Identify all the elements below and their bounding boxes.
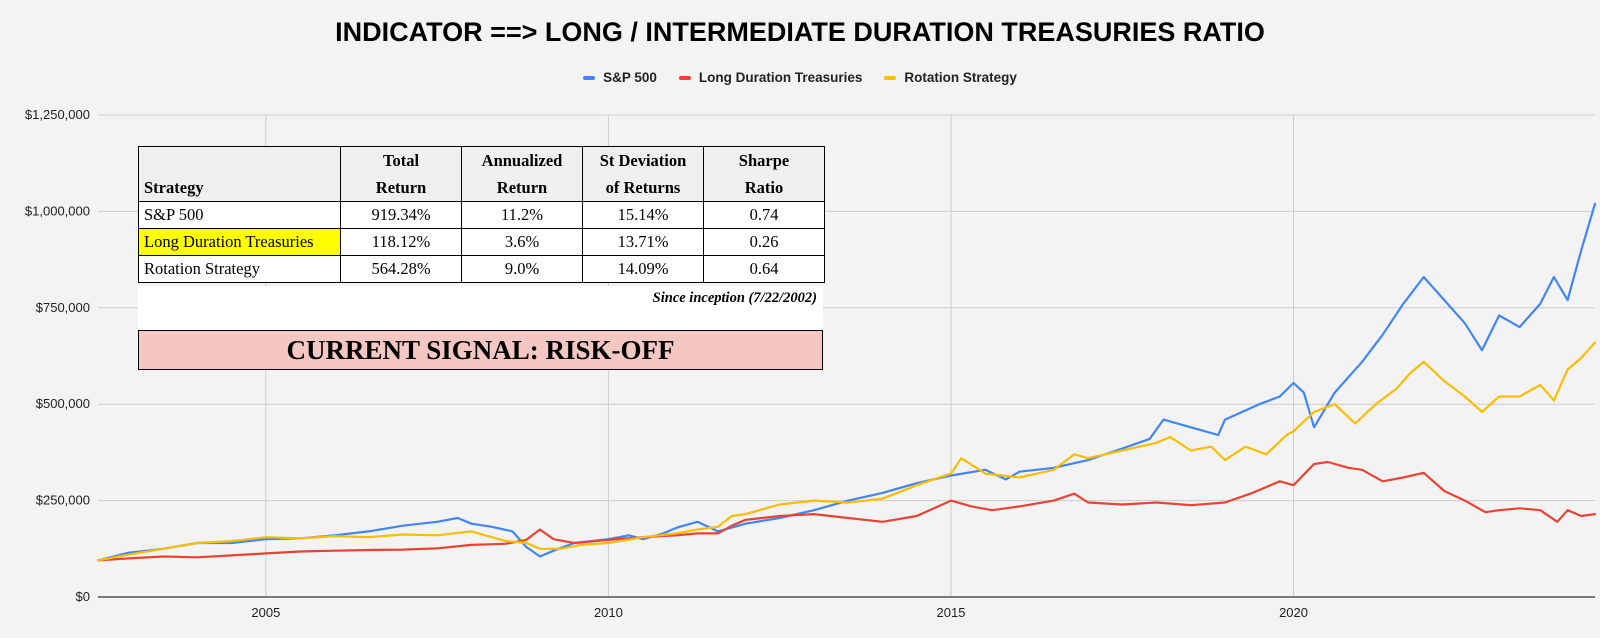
header-sharpe-line2: Ratio	[744, 178, 784, 197]
legend-item-sp500[interactable]: S&P 500	[583, 70, 657, 85]
header-total-line1: Total	[382, 151, 420, 170]
header-sharpe-ratio: Sharpe Ratio	[703, 146, 825, 202]
cell-strategy-name: Rotation Strategy	[138, 255, 341, 283]
series-lines	[96, 202, 1597, 562]
header-stdev-line1: St Deviation	[599, 151, 687, 170]
legend-label-rotation: Rotation Strategy	[904, 70, 1017, 85]
header-strategy-line2: Strategy	[144, 178, 204, 197]
x-tick-label: 2015	[937, 605, 966, 620]
x-tick-label: 2020	[1279, 605, 1308, 620]
cell-annualized-return: 3.6%	[461, 228, 583, 256]
y-tick-label: $0	[76, 589, 90, 604]
current-signal-banner: CURRENT SIGNAL: RISK-OFF	[138, 330, 823, 370]
cell-sharpe-ratio: 0.74	[703, 201, 825, 229]
header-stdev-line2: of Returns	[605, 178, 681, 197]
table-row: S&P 500 919.34% 11.2% 15.14% 0.74	[138, 201, 825, 229]
header-total-line2: Return	[375, 178, 427, 197]
series-line-long-duration	[96, 460, 1597, 562]
legend-label-long-duration: Long Duration Treasuries	[698, 70, 863, 85]
cell-total-return: 118.12%	[340, 228, 462, 256]
x-tick-label: 2005	[251, 605, 280, 620]
x-tick-label: 2010	[594, 605, 623, 620]
chart-title: INDICATOR ==> LONG / INTERMEDIATE DURATI…	[335, 17, 1265, 47]
cell-st-deviation: 14.09%	[582, 255, 704, 283]
header-annualized-return: Annualized Return	[461, 146, 583, 202]
legend-item-rotation[interactable]: Rotation Strategy	[884, 70, 1017, 85]
chart-legend: S&P 500 Long Duration Treasuries Rotatio…	[0, 70, 1600, 85]
header-strategy: Strategy	[138, 146, 341, 202]
series-line-rotation	[96, 341, 1597, 562]
header-sharpe-line1: Sharpe	[738, 151, 790, 170]
performance-table: Strategy Total Return Annualized Return St…	[138, 146, 825, 283]
table-row: Rotation Strategy 564.28% 9.0% 14.09% 0.…	[138, 255, 825, 283]
header-total-return: Total Return	[340, 146, 462, 202]
y-tick-label: $500,000	[36, 396, 90, 411]
legend-label-sp500: S&P 500	[603, 70, 657, 85]
table-row: Long Duration Treasuries 118.12% 3.6% 13…	[138, 228, 825, 256]
cell-total-return: 919.34%	[340, 201, 462, 229]
cell-annualized-return: 11.2%	[461, 201, 583, 229]
legend-swatch-long-duration	[678, 75, 691, 80]
axes: $0 $250,000 $500,000 $750,000 $1,000,000 $1,2…	[25, 107, 1595, 620]
header-annualized-line2: Return	[496, 178, 548, 197]
y-tick-label: $750,000	[36, 300, 90, 315]
header-st-deviation: St Deviation of Returns	[582, 146, 704, 202]
y-tick-label: $250,000	[36, 493, 90, 508]
cell-total-return: 564.28%	[340, 255, 462, 283]
cell-st-deviation: 13.71%	[582, 228, 704, 256]
legend-swatch-rotation	[884, 75, 897, 80]
table-header-row: Strategy Total Return Annualized Return St…	[138, 146, 825, 202]
legend-swatch-sp500	[583, 75, 596, 80]
y-tick-label: $1,000,000	[25, 203, 90, 218]
cell-strategy-name: S&P 500	[138, 201, 341, 229]
legend-item-long-duration[interactable]: Long Duration Treasuries	[678, 70, 863, 85]
cell-sharpe-ratio: 0.26	[703, 228, 825, 256]
header-annualized-line1: Annualized	[481, 151, 563, 170]
y-tick-label: $1,250,000	[25, 107, 90, 122]
cell-strategy-name-highlighted: Long Duration Treasuries	[138, 228, 341, 256]
cell-sharpe-ratio: 0.64	[703, 255, 825, 283]
inception-note: Since inception (7/22/2002)	[138, 286, 823, 330]
cell-annualized-return: 9.0%	[461, 255, 583, 283]
series-line-sp500	[96, 202, 1597, 562]
cell-st-deviation: 15.14%	[582, 201, 704, 229]
